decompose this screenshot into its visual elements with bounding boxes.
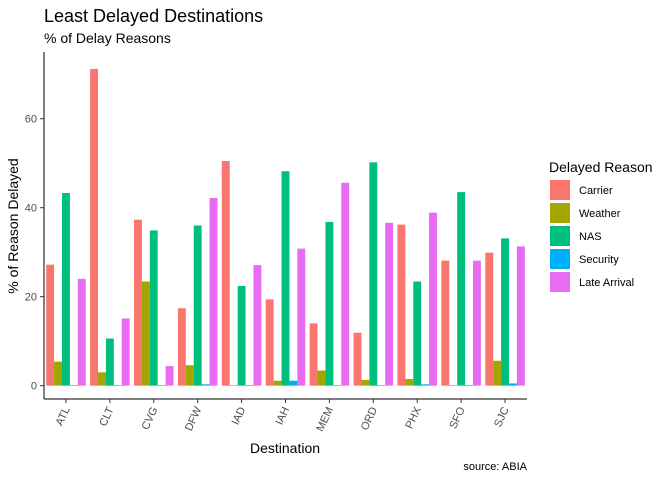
- bar-sjc-nas: [501, 238, 509, 386]
- legend-swatch-nas: [550, 226, 570, 246]
- bar-phx-late-arrival: [429, 212, 437, 386]
- x-tick-label-clt: CLT: [97, 405, 116, 428]
- chart-subtitle: % of Delay Reasons: [44, 30, 171, 46]
- bar-mem-carrier: [309, 323, 318, 386]
- chart-title: Least Delayed Destinations: [44, 6, 263, 26]
- bar-phx-weather: [405, 378, 414, 386]
- plot-area: [46, 68, 525, 386]
- bar-dfw-late-arrival: [209, 197, 218, 386]
- x-tick-label-sjc: SJC: [492, 405, 512, 429]
- bar-phx-security: [421, 384, 430, 386]
- bar-cvg-nas: [149, 230, 158, 386]
- x-tick-label-sfo: SFO: [447, 405, 468, 431]
- bar-ord-weather: [361, 379, 370, 386]
- bar-sfo-security: [465, 385, 473, 386]
- legend: Delayed Reason Carrier Weather NAS Security…: [549, 159, 653, 292]
- bar-sfo-weather: [449, 385, 458, 386]
- bar-mem-late-arrival: [341, 182, 350, 386]
- bar-clt-security: [113, 385, 122, 386]
- bar-phx-nas: [413, 281, 422, 386]
- y-axis-ticks: 0 20 40 60: [25, 114, 44, 393]
- bar-dfw-security: [201, 384, 210, 386]
- bar-mem-security: [333, 385, 342, 386]
- y-tick-label: 40: [25, 203, 37, 215]
- bar-iah-nas: [281, 171, 290, 386]
- bar-dfw-weather: [185, 365, 194, 386]
- bar-iad-weather: [229, 385, 238, 386]
- bar-clt-carrier: [90, 68, 98, 386]
- bar-atl-security: [69, 385, 78, 386]
- bar-sfo-carrier: [441, 260, 450, 386]
- x-axis-title: Destination: [250, 440, 320, 456]
- chart-caption: source: ABIA: [463, 461, 527, 473]
- legend-label-carrier: Carrier: [579, 185, 613, 197]
- bar-ord-security: [377, 385, 386, 386]
- bar-clt-nas: [105, 338, 114, 386]
- legend-swatch-weather: [550, 203, 570, 223]
- bar-iah-security: [289, 380, 298, 386]
- y-tick-label: 0: [31, 381, 37, 393]
- bar-sfo-nas: [457, 192, 466, 386]
- bar-iad-carrier: [221, 160, 230, 386]
- bar-atl-late-arrival: [77, 278, 86, 386]
- x-tick-label-ord: ORD: [359, 405, 380, 432]
- y-tick-label: 20: [25, 292, 37, 304]
- bar-dfw-nas: [193, 225, 202, 386]
- legend-swatch-carrier: [550, 180, 570, 200]
- bar-cvg-security: [157, 385, 166, 386]
- x-tick-label-iad: IAD: [230, 405, 249, 427]
- bar-ord-late-arrival: [385, 222, 394, 386]
- x-tick-label-dfw: DFW: [183, 405, 205, 433]
- bar-sjc-carrier: [485, 252, 494, 386]
- legend-label-nas: NAS: [579, 231, 602, 243]
- bar-ord-nas: [369, 162, 378, 386]
- bar-cvg-weather: [141, 281, 150, 386]
- bar-cvg-carrier: [134, 219, 142, 386]
- bar-iad-security: [245, 385, 254, 386]
- bar-atl-weather: [54, 361, 62, 386]
- x-tick-label-cvg: CVG: [140, 405, 161, 432]
- legend-label-late-arrival: Late Arrival: [579, 277, 634, 289]
- bar-dfw-carrier: [177, 308, 186, 386]
- x-tick-label-atl: ATL: [54, 405, 73, 428]
- bar-sjc-security: [509, 383, 517, 386]
- bar-sfo-late-arrival: [472, 260, 481, 386]
- bar-sjc-late-arrival: [516, 246, 525, 386]
- x-tick-label-mem: MEM: [314, 405, 336, 433]
- bar-ord-carrier: [353, 332, 362, 386]
- bar-iah-weather: [273, 380, 282, 386]
- bar-iah-late-arrival: [297, 248, 306, 386]
- bar-mem-weather: [317, 370, 326, 386]
- bar-clt-weather: [98, 372, 106, 386]
- legend-swatch-security: [550, 249, 570, 269]
- x-tick-label-phx: PHX: [403, 405, 424, 431]
- x-axis-ticks: ATL CLT CVG DFW IAD IAH MEM ORD PHX SFO SJC: [54, 399, 512, 434]
- bar-cvg-late-arrival: [165, 366, 174, 386]
- legend-label-weather: Weather: [579, 208, 621, 220]
- bar-sjc-weather: [493, 360, 502, 386]
- bar-atl-carrier: [46, 264, 55, 386]
- bar-atl-nas: [62, 193, 70, 386]
- y-tick-label: 60: [25, 114, 37, 126]
- bar-iah-carrier: [265, 299, 274, 386]
- legend-label-security: Security: [579, 254, 619, 266]
- bar-iad-late-arrival: [253, 265, 262, 386]
- bar-iad-nas: [237, 286, 246, 386]
- bar-phx-carrier: [397, 224, 406, 386]
- bar-mem-nas: [325, 221, 334, 386]
- legend-swatch-late-arrival: [550, 272, 570, 292]
- x-tick-label-iah: IAH: [274, 405, 293, 427]
- y-axis-title: % of Reason Delayed: [5, 158, 21, 293]
- legend-title: Delayed Reason: [549, 159, 653, 175]
- bar-clt-late-arrival: [121, 318, 130, 386]
